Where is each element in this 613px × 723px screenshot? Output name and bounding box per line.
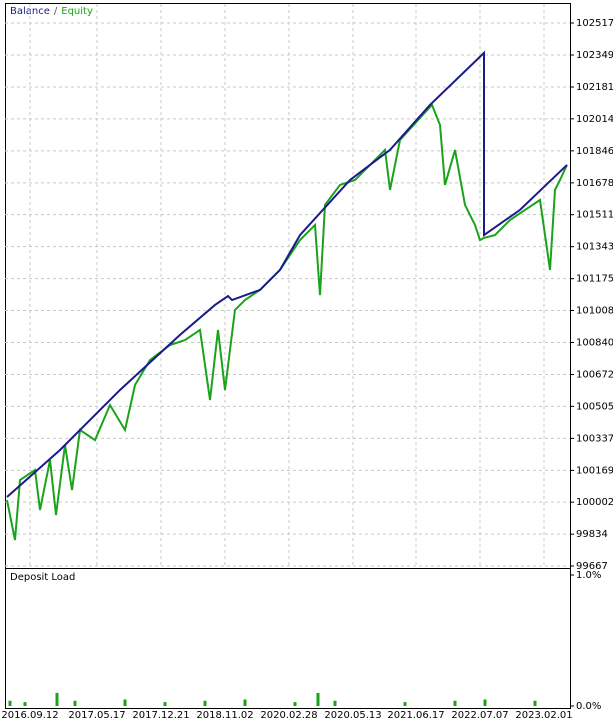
bar <box>316 692 320 706</box>
bar <box>243 699 247 706</box>
legend-separator: / <box>54 6 58 17</box>
y-tick-label: 101678 <box>576 178 613 189</box>
y-tick-label: 102181 <box>576 82 613 93</box>
series-line <box>6 103 568 541</box>
bar <box>163 702 167 706</box>
legend-equity: Equity <box>61 6 93 17</box>
x-tick-label: 2018.11.02 <box>196 710 253 721</box>
x-tick-label: 2023.02.01 <box>515 710 572 721</box>
series-line <box>6 50 568 498</box>
x-tick-label: 2021.06.17 <box>387 710 444 721</box>
bar <box>73 700 77 706</box>
main-panel <box>5 3 571 569</box>
load-panel <box>5 568 571 709</box>
x-tick-label: 2020.05.13 <box>324 710 381 721</box>
y-tick-label: 99667 <box>576 561 608 572</box>
y-tick-label: 100672 <box>576 370 613 381</box>
bar <box>203 700 207 706</box>
x-tick-label: 2022.07.07 <box>451 710 508 721</box>
y-tick-label: 101511 <box>576 210 613 221</box>
y-tick-label: 102517 <box>576 18 613 29</box>
bar <box>293 702 297 706</box>
bar <box>8 700 12 706</box>
x-tick-label: 2016.09.12 <box>1 710 58 721</box>
y-tick-label: 100337 <box>576 433 613 444</box>
bar <box>55 692 59 706</box>
y-tick-label: 101343 <box>576 242 613 253</box>
y-tick-label: 101175 <box>576 274 613 285</box>
y-tick-label: 101008 <box>576 306 613 317</box>
y-tick-label: 100002 <box>576 497 613 508</box>
bar <box>403 702 407 706</box>
bar <box>533 700 537 706</box>
x-tick-label: 2020.02.28 <box>260 710 317 721</box>
panel-title: Deposit Load <box>10 572 75 583</box>
y-tick-label: 99834 <box>576 529 608 540</box>
x-tick-label: 2017.05.17 <box>68 710 125 721</box>
y-tick-label: 101846 <box>576 146 613 157</box>
y-tick-label: 102349 <box>576 50 613 61</box>
bar <box>23 702 27 706</box>
bar <box>333 700 337 706</box>
x-tick-label: 2017.12.21 <box>132 710 189 721</box>
y-tick-label: 0.0% <box>576 701 601 712</box>
bar <box>453 700 457 706</box>
y-tick-label: 1.0% <box>576 570 601 581</box>
y-tick-label: 100840 <box>576 338 613 349</box>
y-tick-label: 100169 <box>576 465 613 476</box>
y-tick-label: 100505 <box>576 401 613 412</box>
bar <box>123 699 127 706</box>
bar <box>483 699 487 706</box>
y-tick-label: 102014 <box>576 114 613 125</box>
